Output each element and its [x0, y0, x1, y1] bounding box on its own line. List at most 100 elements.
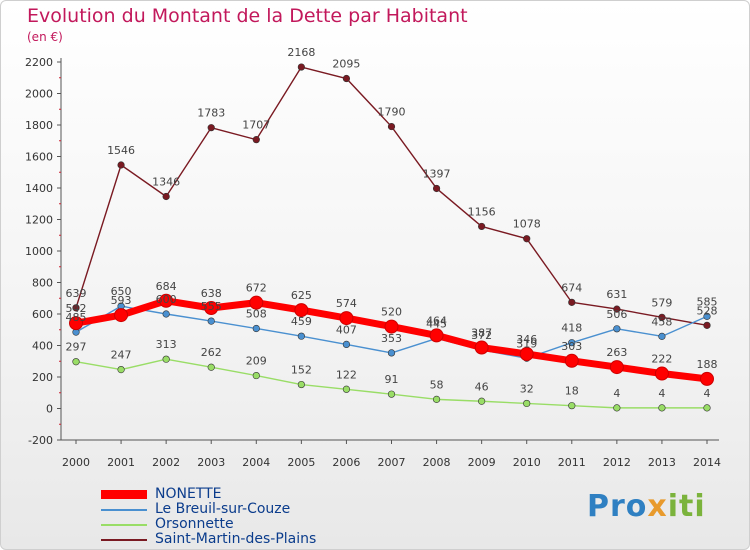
- data-label: 593: [111, 294, 132, 307]
- data-point: [568, 402, 576, 410]
- data-label: 1707: [242, 119, 270, 132]
- data-label: 297: [66, 341, 87, 354]
- data-label: 674: [561, 281, 582, 294]
- data-point: [294, 303, 309, 318]
- data-point: [114, 308, 129, 323]
- data-label: 32: [520, 382, 534, 395]
- data-point: [342, 385, 351, 393]
- y-tick-label: 1400: [25, 182, 53, 195]
- data-label: 18: [565, 385, 579, 398]
- y-tick-label: 1800: [25, 119, 53, 132]
- data-label: 222: [651, 353, 672, 366]
- data-point: [564, 353, 579, 368]
- legend-item: Saint-Martin-des-Plains: [101, 532, 316, 547]
- chart-title: Evolution du Montant de la Dette par Hab…: [27, 5, 468, 27]
- legend-label: Orsonnette: [155, 516, 234, 532]
- y-tick-label: -200: [28, 434, 53, 447]
- data-label: 247: [111, 349, 132, 362]
- data-point: [658, 313, 666, 321]
- data-label: 353: [381, 332, 402, 345]
- data-label: 600: [156, 293, 177, 306]
- x-tick-label: 2000: [62, 456, 90, 469]
- data-point: [384, 319, 399, 334]
- data-point: [703, 312, 711, 320]
- data-point: [72, 358, 80, 366]
- data-point: [342, 74, 351, 83]
- y-tick-label: 200: [32, 371, 53, 384]
- data-point: [523, 399, 531, 408]
- y-tick-label: 600: [32, 308, 53, 321]
- legend-swatch: [101, 508, 147, 511]
- data-point: [297, 63, 305, 71]
- data-label: 313: [156, 338, 177, 351]
- x-tick-label: 2010: [513, 456, 541, 469]
- data-label: 528: [697, 304, 718, 317]
- x-tick-label: 2002: [152, 456, 180, 469]
- data-point: [613, 325, 621, 333]
- data-label: 464: [426, 314, 447, 327]
- data-point: [249, 295, 264, 310]
- data-point: [69, 316, 83, 331]
- data-label: 638: [201, 287, 222, 300]
- y-tick-label: 2000: [25, 88, 53, 101]
- y-tick-label: 800: [32, 277, 53, 290]
- data-point: [117, 365, 125, 374]
- x-tick-label: 2014: [693, 456, 721, 469]
- y-tick-label: 2200: [25, 56, 53, 69]
- x-tick-label: 2007: [378, 456, 406, 469]
- data-label: 506: [606, 308, 627, 321]
- data-point: [117, 161, 125, 169]
- data-label: 458: [651, 315, 672, 328]
- data-point: [432, 184, 441, 193]
- data-point: [609, 360, 624, 375]
- y-tick-label: 400: [32, 340, 53, 353]
- data-point: [252, 136, 260, 144]
- data-point: [429, 328, 444, 343]
- data-point: [162, 310, 170, 318]
- legend-label: Le Breuil-sur-Couze: [155, 501, 291, 517]
- data-point: [252, 324, 260, 333]
- y-tick-label: 1000: [25, 245, 53, 258]
- data-point: [703, 404, 711, 412]
- y-tick-label: 0: [46, 403, 53, 416]
- data-label: 387: [471, 327, 492, 340]
- data-point: [478, 397, 486, 405]
- data-label: 2168: [287, 46, 315, 59]
- data-point: [387, 390, 396, 398]
- data-label: 639: [66, 287, 87, 300]
- data-label: 188: [697, 358, 718, 371]
- data-point: [523, 235, 531, 243]
- data-label: 672: [246, 282, 267, 295]
- data-point: [478, 222, 486, 231]
- data-label: 684: [156, 280, 177, 293]
- data-label: 1546: [107, 144, 135, 157]
- data-point: [297, 380, 305, 389]
- data-point: [568, 339, 576, 347]
- data-point: [658, 332, 666, 340]
- data-point: [519, 347, 534, 362]
- data-point: [432, 395, 441, 403]
- data-label: 555: [201, 300, 222, 313]
- data-label: 1790: [378, 106, 406, 119]
- data-label: 152: [291, 364, 312, 377]
- data-label: 303: [561, 340, 582, 353]
- legend-swatch: [101, 490, 147, 499]
- x-tick-label: 2001: [107, 456, 135, 469]
- data-label: 91: [385, 373, 399, 386]
- data-label: 1346: [152, 176, 180, 189]
- legend-swatch: [101, 523, 147, 526]
- legend-label: NONETTE: [155, 486, 222, 502]
- x-tick-label: 2012: [603, 456, 631, 469]
- data-label: 209: [246, 355, 267, 368]
- data-label: 1078: [513, 218, 541, 231]
- data-point: [162, 192, 170, 201]
- proxiti-logo: Proxiti: [587, 489, 706, 524]
- data-point: [162, 355, 170, 363]
- data-label: 262: [201, 346, 222, 359]
- x-tick-label: 2013: [648, 456, 676, 469]
- data-label: 485: [66, 311, 87, 324]
- data-point: [387, 349, 396, 357]
